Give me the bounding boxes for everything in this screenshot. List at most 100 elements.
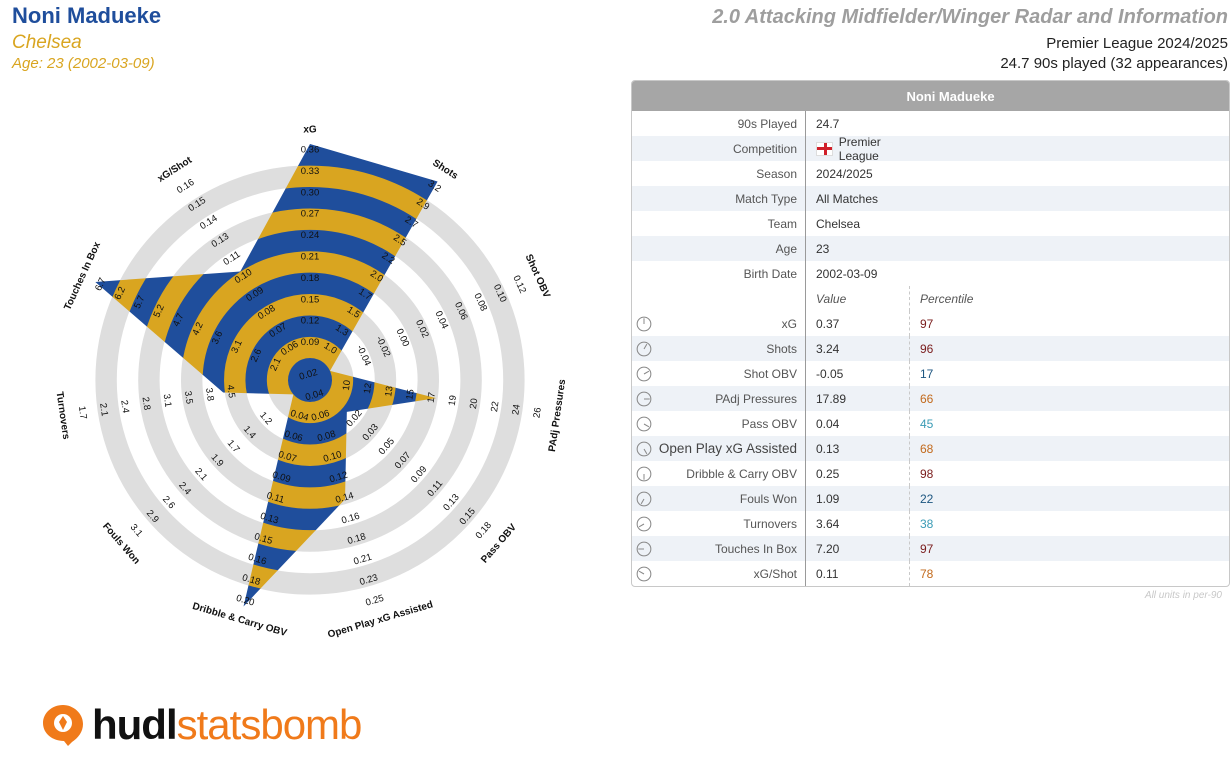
metric-row: PAdj Pressures 17.89 66 — [632, 386, 1229, 411]
info-row: Match Type All Matches — [632, 186, 1229, 211]
tick-label: 0.33 — [301, 166, 320, 177]
dial-icon — [632, 391, 656, 407]
tick-label: 3.6 — [210, 330, 225, 347]
metric-percentile: 22 — [909, 486, 933, 511]
tick-label: 0.24 — [301, 230, 320, 241]
metric-label: Turnovers — [743, 516, 797, 531]
metric-axis-label: Turnovers — [54, 391, 72, 441]
player-name: Noni Madueke — [12, 3, 162, 28]
tick-label: 1.7 — [76, 405, 89, 420]
info-row: 90s Played 24.7 — [632, 111, 1229, 136]
metric-label: Shots — [766, 341, 797, 356]
tick-label: 6.7 — [93, 276, 108, 293]
tick-label: 2.8 — [139, 396, 152, 411]
info-row: Age 23 — [632, 236, 1229, 261]
dial-icon — [632, 541, 656, 557]
tick-label: 10 — [341, 379, 353, 391]
info-value-cell: Chelsea — [805, 211, 909, 236]
tick-label: 0.18 — [346, 531, 367, 547]
metric-row: Fouls Won 1.09 22 — [632, 486, 1229, 511]
value-column-header: Value — [805, 286, 909, 311]
metric-row: Pass OBV 0.04 45 — [632, 411, 1229, 436]
info-value: All Matches — [816, 191, 879, 206]
metric-label: PAdj Pressures — [715, 391, 797, 406]
metric-axis-label: Shots — [430, 158, 460, 183]
dial-icon — [632, 566, 656, 582]
metric-value: -0.05 — [805, 361, 909, 386]
metric-header-row: Value Percentile — [632, 286, 1229, 311]
player-area-core — [288, 358, 332, 402]
tick-label: 0.12 — [301, 316, 320, 327]
info-value-cell: 23 — [805, 236, 909, 261]
tick-label: 0.23 — [358, 572, 379, 588]
metric-label: Open Play xG Assisted — [658, 441, 797, 456]
metric-row: xG 0.37 97 — [632, 311, 1229, 336]
tick-label: 26 — [531, 407, 543, 419]
tick-label: 6.2 — [113, 285, 128, 302]
tick-label: 0.12 — [328, 470, 349, 486]
tick-label: 0.04 — [289, 408, 310, 424]
dial-icon — [632, 516, 656, 532]
tick-label: 2.1 — [268, 356, 283, 373]
metric-axis-label: xG — [303, 125, 317, 136]
dial-icon — [632, 416, 656, 432]
metric-value: 3.64 — [805, 511, 909, 536]
metric-percentile: 68 — [909, 436, 933, 461]
metric-row: Touches In Box 7.20 97 — [632, 536, 1229, 561]
tick-label: 3.1 — [229, 338, 244, 355]
info-label: Team — [767, 216, 797, 231]
info-label: 90s Played — [737, 116, 797, 131]
tick-label: 12 — [362, 382, 374, 394]
dial-icon — [632, 491, 656, 507]
tick-label: 0.12 — [510, 274, 528, 295]
report-title: 2.0 Attacking Midfielder/Winger Radar an… — [712, 6, 1228, 28]
info-row: Competition Premier League — [632, 134, 1229, 163]
tick-label: 0.06 — [283, 429, 304, 445]
tick-label: 4.7 — [171, 312, 186, 329]
metric-percentile: 45 — [909, 411, 933, 436]
tick-label: 0.14 — [334, 490, 355, 506]
metric-percentile: 96 — [909, 336, 933, 361]
metric-label: Pass OBV — [741, 416, 797, 431]
info-value-cell: 2024/2025 — [805, 161, 909, 186]
tick-label: 2.4 — [118, 399, 131, 414]
info-value: Premier League — [838, 134, 881, 163]
player-area-band — [266, 336, 354, 424]
info-row: Team Chelsea — [632, 211, 1229, 236]
metric-label: Shot OBV — [743, 366, 797, 381]
metric-percentile: 97 — [909, 311, 933, 336]
tick-label: 2.1 — [97, 402, 110, 417]
metric-value: 0.11 — [805, 561, 909, 586]
england-flag-icon — [816, 141, 833, 156]
dial-icon — [632, 341, 656, 357]
info-label: Birth Date — [743, 266, 797, 281]
metric-value: 0.13 — [805, 436, 909, 461]
metric-label: xG — [781, 316, 797, 331]
metric-axis-label: PAdj Pressures — [547, 378, 568, 452]
tick-label: 0.09 — [301, 337, 320, 348]
tick-label: 0.16 — [247, 552, 268, 568]
tick-label: 0.11 — [265, 490, 285, 506]
info-row: Season 2024/2025 — [632, 161, 1229, 186]
tick-label: 4.5 — [224, 384, 237, 399]
tick-label: 3.8 — [203, 387, 216, 402]
tick-label: 4.2 — [190, 321, 205, 338]
hudl-statsbomb-logo: hudl statsbomb — [40, 702, 362, 748]
tick-label: 0.15 — [253, 531, 274, 547]
tick-label: 0.27 — [301, 209, 320, 220]
metric-percentile: 66 — [909, 386, 933, 411]
metric-percentile: 78 — [909, 561, 933, 586]
radar-chart: 0.09 0.12 0.15 0.18 0.21 0.24 0.27 0.30 0.33 0.36… — [54, 125, 569, 641]
metric-label: Fouls Won — [739, 491, 797, 506]
tick-label: 5.7 — [132, 294, 147, 311]
percentile-column-header: Percentile — [909, 286, 973, 311]
info-value-cell: 24.7 — [805, 111, 909, 136]
tick-label: 19 — [447, 395, 459, 407]
metric-axis-label: Shot OBV — [523, 253, 553, 300]
metric-percentile: 97 — [909, 536, 933, 561]
metric-value: 3.24 — [805, 336, 909, 361]
dial-icon — [632, 316, 656, 332]
tick-label: 2.6 — [249, 347, 264, 364]
info-value: 24.7 — [816, 116, 840, 131]
tick-label: 0.16 — [175, 177, 197, 196]
